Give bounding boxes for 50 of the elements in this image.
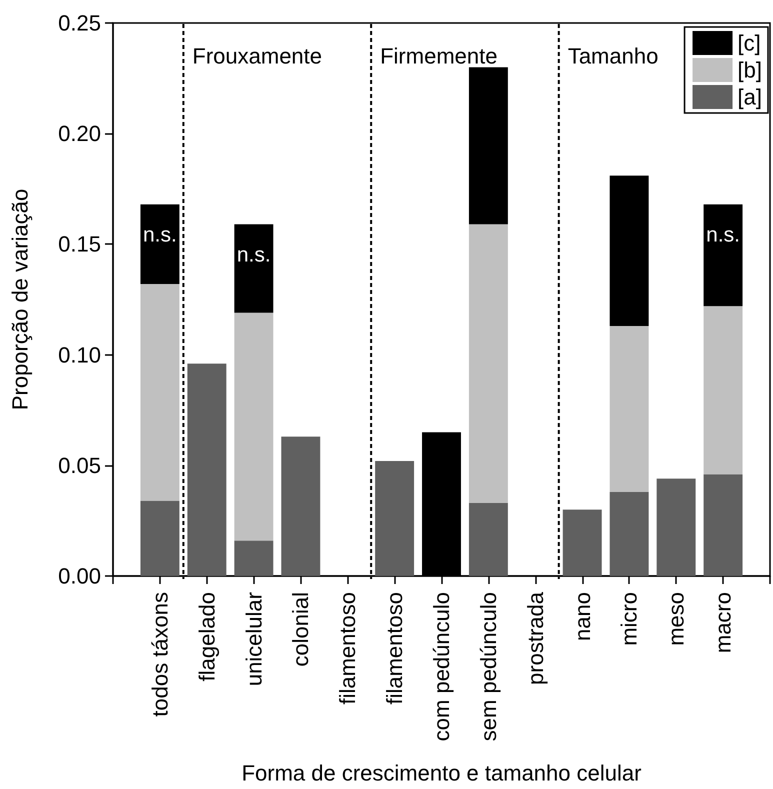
bar [704,306,743,474]
bar [187,364,226,576]
y-tick-label: 0.05 [58,452,101,478]
annotation: Frouxamente [192,44,322,68]
bar [562,510,602,576]
bar [704,474,743,576]
bar [656,478,696,576]
x-tick-label: meso [664,592,689,646]
annotation: Firmemente [380,44,498,68]
x-tick-label: flagelado [194,592,220,682]
annotation: n.s. [143,223,177,246]
x-tick-label: macro [710,592,736,654]
bar [140,500,180,576]
x-tick-label: prostrada [522,591,548,685]
legend-label: [b] [738,58,762,82]
x-axis-title: Forma de crescimento e tamanho celular [242,760,642,786]
bar [468,224,508,504]
bar [610,176,649,326]
y-tick-label: 0.10 [58,342,101,368]
bar [234,540,274,576]
annotation: Tamanho [568,44,658,68]
x-tick-label: unicelular [241,592,266,686]
x-tick-label: micro [616,592,642,646]
bar [375,460,414,576]
bar [140,204,180,284]
bar [281,436,320,576]
bar [140,284,180,501]
x-tick-label: todos táxons [147,592,172,717]
y-tick-label: 0.25 [58,10,101,36]
bar [468,503,508,576]
y-tick-label: 0.15 [58,232,101,257]
x-tick-label: colonial [288,592,314,667]
x-tick-label: filamentoso [382,592,408,705]
bar [234,312,274,541]
bar [468,67,508,224]
legend-label: [a] [738,84,762,110]
bar [610,326,649,492]
annotation: n.s. [236,243,271,266]
x-tick-label: com pedúnculo [429,592,454,742]
y-axis-title: Proporção de variação [8,188,32,410]
legend-label: [c] [738,30,761,56]
bar [610,492,649,576]
annotation: n.s. [706,223,740,246]
bar [234,224,274,313]
x-tick-label: nano [570,592,595,641]
y-tick-label: 0.00 [58,564,101,588]
x-tick-label: filamentoso [335,592,360,705]
x-tick-label: sem pedúnculo [476,592,501,742]
y-tick-label: 0.20 [58,121,101,146]
bar [704,204,743,306]
